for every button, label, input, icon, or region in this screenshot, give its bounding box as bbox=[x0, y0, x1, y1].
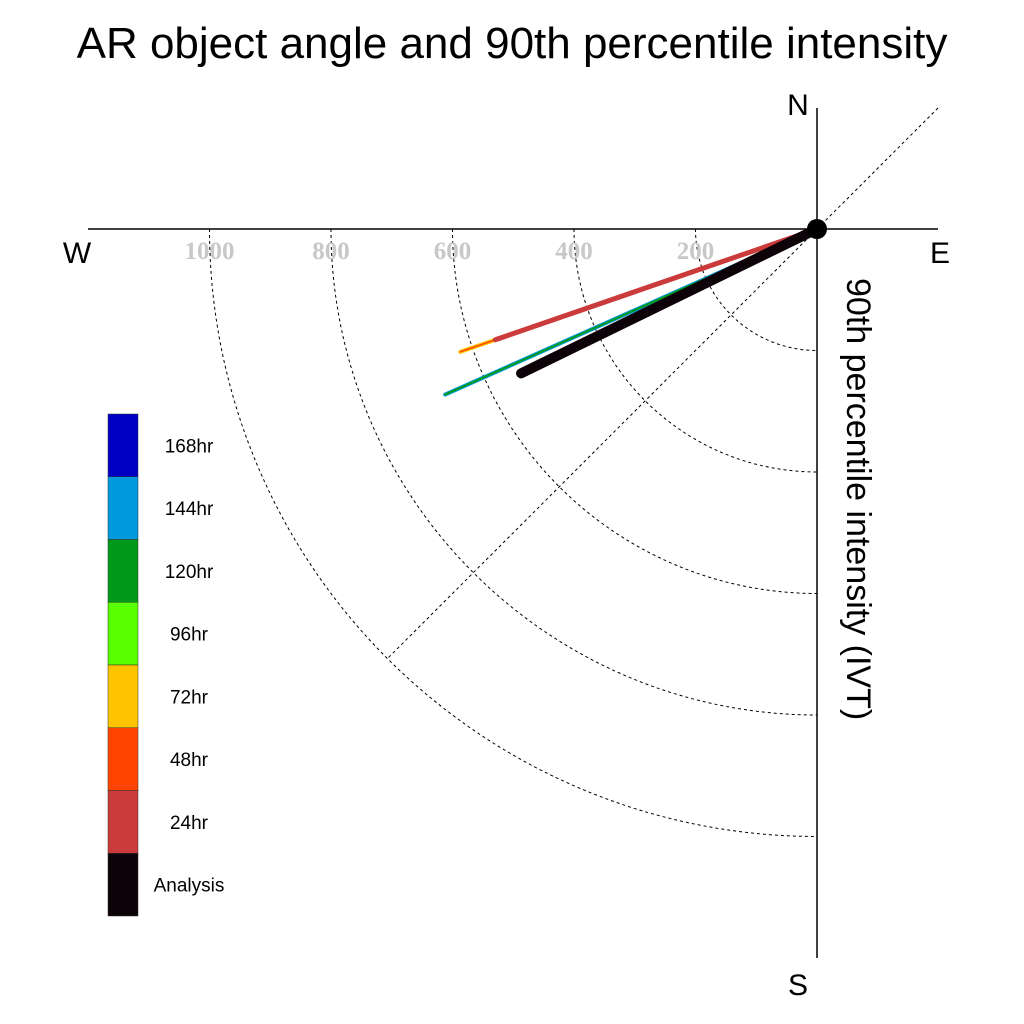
diagonal-axis bbox=[387, 107, 939, 659]
legend-label: 168hr bbox=[165, 436, 214, 457]
chart-title: AR object angle and 90th percentile inte… bbox=[77, 19, 948, 68]
legend-swatch bbox=[107, 539, 139, 603]
legend-swatch bbox=[107, 664, 139, 728]
radial-tick-label: 400 bbox=[555, 238, 593, 265]
radial-tick-label: 800 bbox=[312, 238, 350, 265]
legend-label: Analysis bbox=[154, 876, 225, 897]
grid bbox=[209, 228, 818, 837]
compass-north: N bbox=[787, 89, 809, 122]
compass-south: S bbox=[788, 969, 808, 1002]
radial-tick-label: 200 bbox=[677, 238, 715, 265]
grid-arc bbox=[209, 228, 818, 837]
radial-tick-label: 1000 bbox=[185, 238, 235, 265]
grid-arc bbox=[695, 228, 818, 351]
series-group bbox=[443, 224, 822, 397]
grid-arc bbox=[573, 228, 818, 473]
series-line-24hr bbox=[492, 226, 820, 343]
legend-swatch bbox=[107, 727, 139, 791]
legend-label: 144hr bbox=[165, 499, 214, 520]
grid-arc bbox=[452, 228, 818, 594]
radial-tick-label: 600 bbox=[434, 238, 472, 265]
series-line-analysis bbox=[516, 224, 822, 379]
legend-label: 72hr bbox=[170, 687, 209, 708]
legend-swatch bbox=[107, 476, 139, 540]
legend-swatch bbox=[107, 853, 139, 917]
compass-east: E bbox=[930, 237, 950, 270]
origin-marker bbox=[807, 219, 827, 239]
legend-label: 120hr bbox=[165, 562, 214, 583]
y-axis-label: 90th percentile intensity (IVT) bbox=[839, 278, 877, 720]
legend-label: 96hr bbox=[170, 625, 209, 646]
legend-swatch bbox=[107, 790, 139, 854]
legend-swatch bbox=[107, 413, 139, 477]
grid-arc bbox=[330, 228, 818, 716]
legend-label: 24hr bbox=[170, 813, 209, 834]
legend: 168hr 144hr 120hr 96hr 72hr 48hr 24hr Analysis bbox=[107, 413, 225, 917]
legend-swatch bbox=[107, 602, 139, 666]
compass-west: W bbox=[63, 237, 92, 270]
radial-tick-labels: 200 400 600 800 1000 bbox=[185, 238, 715, 265]
legend-label: 48hr bbox=[170, 750, 209, 771]
